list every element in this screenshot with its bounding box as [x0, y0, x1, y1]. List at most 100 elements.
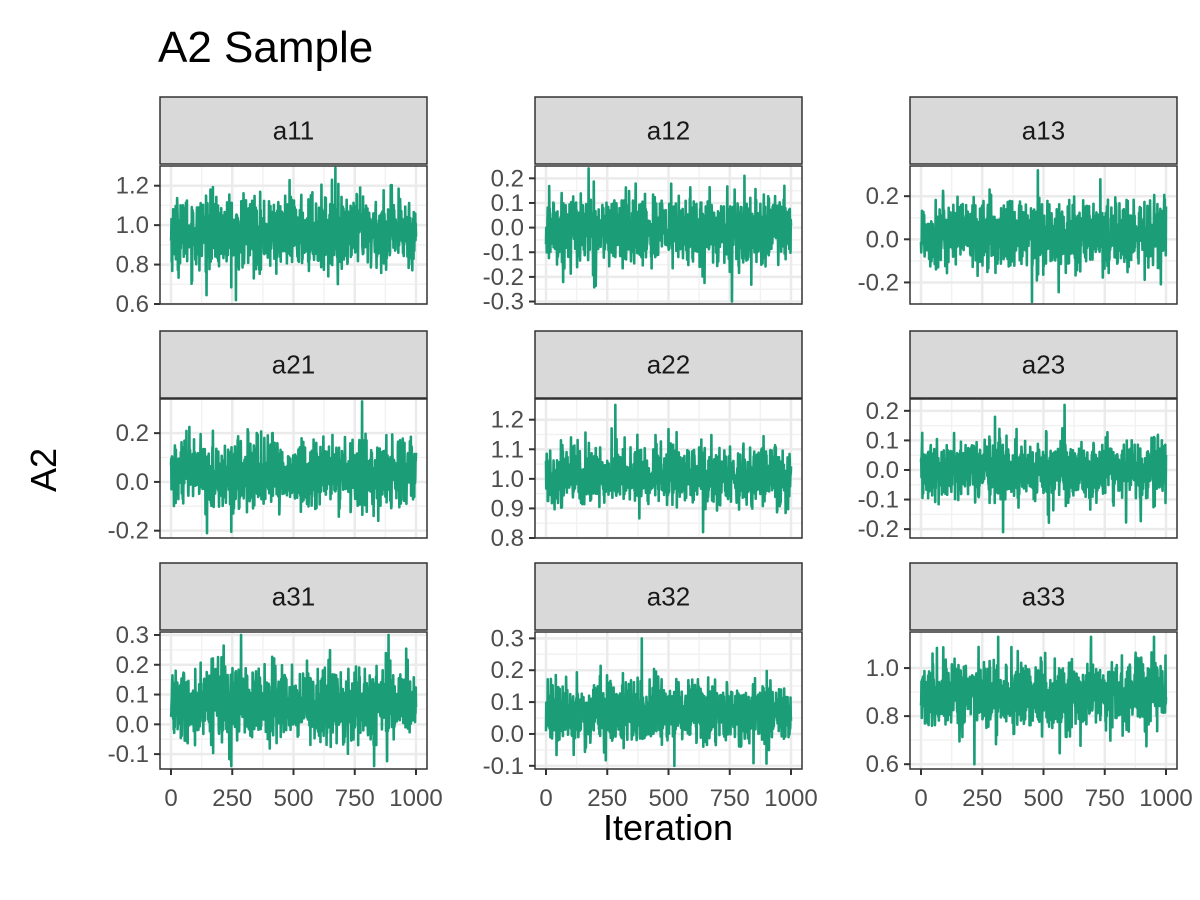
y-tick-label: 0.1	[491, 190, 524, 217]
panel-border-a11	[159, 165, 428, 305]
strip-a21	[159, 330, 428, 399]
y-tick-label: 0.9	[491, 495, 524, 522]
trace-line-a21	[169, 400, 418, 535]
panel-border-a23	[909, 398, 1178, 539]
x-tick-label: 1000	[389, 785, 442, 812]
x-tick-label: 750	[710, 785, 750, 812]
y-tick-label: 0.8	[491, 525, 524, 552]
y-tick-label: 0.2	[491, 657, 524, 684]
y-tick-label: 0.0	[491, 721, 524, 748]
strip-a22	[534, 330, 803, 399]
y-tick-label: -0.1	[483, 753, 524, 780]
x-tick-label: 500	[1023, 785, 1063, 812]
panel-a33: a33 0.6 0.8 1.0 0 250 500 750 1000	[866, 562, 1193, 812]
strip-a23	[909, 330, 1178, 399]
panel-a32: a32 -0.1 0.0 0.1 0.2 0.3 0 250 500 750 1000	[483, 562, 818, 812]
y-tick-label: 0.6	[866, 751, 899, 778]
y-tick-label: -0.2	[858, 516, 899, 543]
strip-a13	[909, 96, 1178, 165]
x-tick-label: 1000	[764, 785, 817, 812]
y-tick-label: 0.6	[116, 291, 149, 318]
trace-line-a31	[169, 633, 418, 768]
y-tick-label: 0.0	[866, 457, 899, 484]
trace-line-a13	[919, 169, 1168, 304]
strip-a32	[534, 562, 803, 631]
y-tick-label: 1.2	[491, 407, 524, 434]
strip-a33	[909, 562, 1178, 631]
y-tick-label: 0.1	[116, 682, 149, 709]
panel-border-a13	[909, 165, 1178, 305]
y-tick-label: 0.8	[116, 252, 149, 279]
y-tick-label: 1.0	[866, 655, 899, 682]
x-axis-title: Iteration	[603, 807, 733, 848]
x-tick-label: 750	[1085, 785, 1125, 812]
trace-line-a32	[544, 637, 793, 768]
trace-line-a33	[919, 635, 1168, 766]
strip-label-a13: a13	[1022, 116, 1065, 146]
y-tick-label: 0.1	[866, 427, 899, 454]
x-tick-label: 750	[335, 785, 375, 812]
trace-line-a12	[544, 167, 793, 303]
y-tick-label: 0.2	[116, 652, 149, 679]
x-tick-label: 500	[648, 785, 688, 812]
y-tick-label: -0.2	[858, 269, 899, 296]
x-tick-label: 0	[164, 785, 177, 812]
strip-label-a32: a32	[647, 582, 690, 612]
y-tick-label: 0.0	[866, 226, 899, 253]
y-tick-label: 0.1	[491, 689, 524, 716]
panel-border-a12	[534, 165, 803, 305]
facet-panels: a110.60.81.01.2a12-0.3-0.2-0.10.00.10.2a…	[108, 96, 1193, 812]
panel-border-a21	[159, 398, 428, 539]
y-tick-label: 1.2	[116, 173, 149, 200]
y-tick-label: -0.2	[108, 518, 149, 545]
strip-label-a11: a11	[273, 116, 314, 146]
y-tick-label: 0.3	[491, 625, 524, 652]
strip-label-a22: a22	[647, 350, 690, 380]
y-tick-label: -0.1	[483, 239, 524, 266]
panel-a23: a23 -0.2-0.1 0.0 0.10.2	[858, 330, 1178, 543]
panel-a22: a22 0.8 0.91.0 1.11.2	[491, 330, 803, 552]
trace-line-a23	[919, 403, 1168, 534]
y-tick-label: 0.2	[116, 420, 149, 447]
x-tick-label: 250	[962, 785, 1002, 812]
y-tick-label: 0.0	[116, 711, 149, 738]
y-tick-label: 1.0	[116, 212, 149, 239]
strip-label-a12: a12	[647, 116, 690, 146]
strip-label-a33: a33	[1022, 582, 1065, 612]
strip-label-a23: a23	[1022, 350, 1065, 380]
strip-label-a31: a31	[272, 582, 315, 612]
y-tick-label: 0.0	[491, 215, 524, 242]
y-tick-label: 0.2	[866, 398, 899, 425]
y-tick-label: 1.0	[491, 466, 524, 493]
chart-title: A2 Sample	[158, 23, 373, 72]
x-tick-label: 500	[273, 785, 313, 812]
x-tick-label: 250	[212, 785, 252, 812]
panel-a11: a11 0.6 0.8 1.0 1.2	[116, 96, 428, 318]
y-tick-label: -0.1	[858, 487, 899, 514]
y-tick-label: 1.1	[491, 436, 524, 463]
y-tick-label: -0.1	[108, 741, 149, 768]
y-tick-label: -0.3	[483, 289, 524, 316]
x-tick-label: 0	[914, 785, 927, 812]
y-tick-label: 0.8	[866, 703, 899, 730]
trace-line-a11	[169, 166, 418, 302]
strip-a31	[159, 562, 428, 631]
y-tick-label: -0.2	[483, 264, 524, 291]
y-tick-label: 0.2	[866, 183, 899, 210]
y-tick-label: 0.3	[116, 622, 149, 649]
panel-a13: a13 -0.2 0.0 0.2	[858, 96, 1178, 305]
x-tick-label: 250	[587, 785, 627, 812]
y-tick-label: 0.2	[491, 165, 524, 192]
strip-a11	[159, 96, 428, 165]
panel-a31: a31 -0.1 0.00.1 0.2 0.3 0 250 500 750 1000	[108, 562, 443, 812]
panel-border-a22	[534, 398, 803, 539]
x-tick-label: 0	[539, 785, 552, 812]
panel-a12: a12 -0.3-0.2-0.10.00.10.2	[483, 96, 803, 316]
x-tick-label: 1000	[1139, 785, 1192, 812]
strip-label-a21: a21	[272, 350, 315, 380]
trace-line-a22	[544, 403, 793, 534]
y-tick-label: 0.0	[116, 469, 149, 496]
panel-a21: a21 -0.2 0.0 0.2	[108, 330, 428, 545]
strip-a12	[534, 96, 803, 165]
